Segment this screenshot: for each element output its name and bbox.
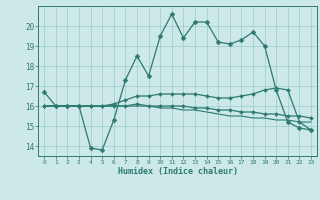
X-axis label: Humidex (Indice chaleur): Humidex (Indice chaleur) — [118, 167, 238, 176]
